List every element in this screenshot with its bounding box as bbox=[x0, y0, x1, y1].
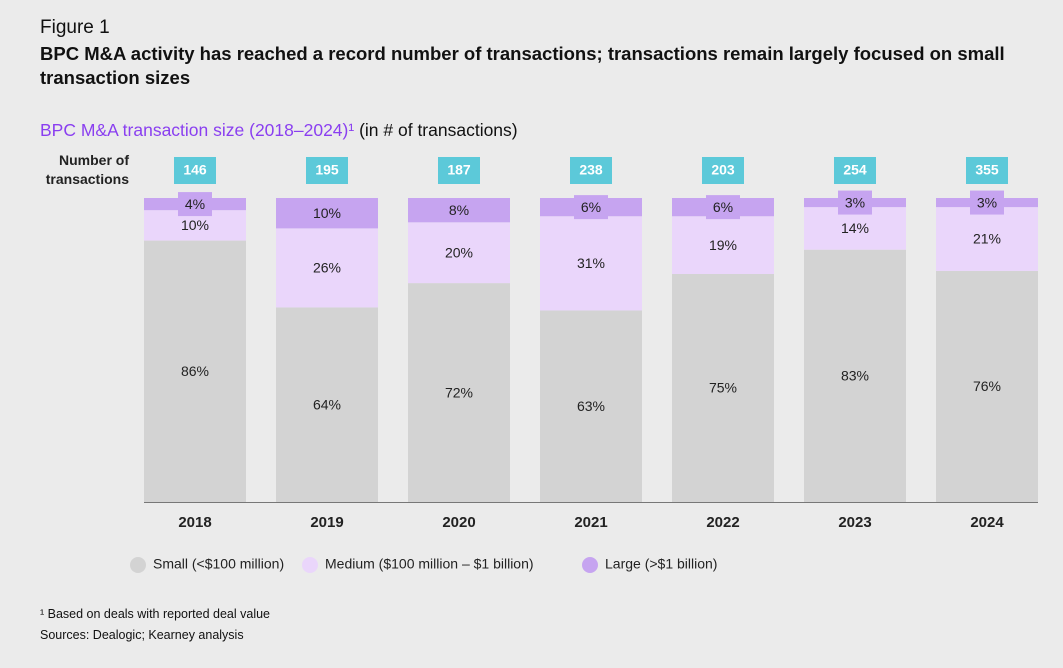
value-label: 76% bbox=[973, 378, 1001, 394]
bar-segment bbox=[276, 307, 378, 502]
value-label: 8% bbox=[449, 202, 469, 218]
bar-segment bbox=[408, 222, 510, 284]
label-box bbox=[970, 190, 1004, 215]
value-label: 64% bbox=[313, 396, 341, 412]
bar-segment bbox=[276, 198, 378, 229]
value-label: 3% bbox=[977, 194, 997, 210]
value-label: 63% bbox=[577, 398, 605, 414]
figure-label: Figure 1 bbox=[40, 17, 110, 38]
total-label: 187 bbox=[447, 162, 471, 178]
value-label: 83% bbox=[841, 368, 869, 384]
label-box bbox=[178, 192, 212, 217]
bar-segment bbox=[672, 216, 774, 274]
value-label: 26% bbox=[313, 260, 341, 276]
bar-segment bbox=[804, 249, 906, 502]
label-box bbox=[574, 195, 608, 220]
x-tick-label: 2023 bbox=[838, 514, 871, 531]
value-label: 86% bbox=[181, 363, 209, 379]
total-box bbox=[438, 157, 480, 184]
total-box bbox=[306, 157, 348, 184]
bar-segment bbox=[672, 274, 774, 502]
value-label: 3% bbox=[845, 194, 865, 210]
x-tick-label: 2021 bbox=[574, 514, 607, 531]
legend-label: Medium ($100 million – $1 billion) bbox=[325, 556, 534, 572]
legend-swatch bbox=[302, 557, 318, 573]
value-label: 14% bbox=[841, 220, 869, 236]
value-label: 72% bbox=[445, 384, 473, 400]
x-tick-label: 2020 bbox=[442, 514, 475, 531]
source: Sources: Dealogic; Kearney analysis bbox=[40, 628, 244, 642]
subtitle-unit: (in # of transactions) bbox=[359, 120, 518, 140]
total-box bbox=[966, 157, 1008, 184]
x-tick-label: 2019 bbox=[310, 514, 343, 531]
label-box bbox=[838, 190, 872, 215]
subtitle: BPC M&A transaction size (2018–2024)¹ bbox=[40, 120, 355, 140]
total-box bbox=[174, 157, 216, 184]
legend-label: Large (>$1 billion) bbox=[605, 556, 717, 572]
bar-segment bbox=[276, 228, 378, 308]
value-label: 20% bbox=[445, 244, 473, 260]
label-box bbox=[706, 195, 740, 220]
total-label: 195 bbox=[315, 162, 339, 178]
bar-segment bbox=[540, 216, 642, 311]
subtitle-block: BPC M&A transaction size (2018–2024)¹ (i… bbox=[40, 120, 518, 141]
total-box bbox=[570, 157, 612, 184]
chart-title: BPC M&A activity has reached a record nu… bbox=[40, 43, 1005, 88]
x-tick-label: 2024 bbox=[970, 514, 1004, 531]
footnote: ¹ Based on deals with reported deal valu… bbox=[40, 607, 271, 621]
x-tick-label: 2022 bbox=[706, 514, 739, 531]
value-label: 6% bbox=[581, 199, 601, 215]
total-label: 146 bbox=[183, 162, 207, 178]
total-label: 203 bbox=[711, 162, 735, 178]
bar-segment bbox=[408, 283, 510, 502]
totals-label: Number of transactions bbox=[46, 152, 130, 187]
total-label: 355 bbox=[975, 162, 999, 178]
value-label: 19% bbox=[709, 237, 737, 253]
total-label: 238 bbox=[579, 162, 603, 178]
total-label: 254 bbox=[843, 162, 867, 178]
value-label: 10% bbox=[181, 217, 209, 233]
value-label: 4% bbox=[185, 196, 205, 212]
bar-segment bbox=[408, 198, 510, 223]
legend-swatch bbox=[130, 557, 146, 573]
legend-label: Small (<$100 million) bbox=[153, 556, 284, 572]
bar-segment bbox=[144, 240, 246, 502]
bar-segment bbox=[936, 207, 1038, 271]
value-label: 10% bbox=[313, 205, 341, 221]
value-label: 75% bbox=[709, 380, 737, 396]
x-tick-label: 2018 bbox=[178, 514, 211, 531]
bar-segment bbox=[540, 310, 642, 502]
total-box bbox=[834, 157, 876, 184]
value-label: 21% bbox=[973, 231, 1001, 247]
value-label: 31% bbox=[577, 255, 605, 271]
total-box bbox=[702, 157, 744, 184]
legend-swatch bbox=[582, 557, 598, 573]
bar-segment bbox=[936, 270, 1038, 502]
value-label: 6% bbox=[713, 199, 733, 215]
